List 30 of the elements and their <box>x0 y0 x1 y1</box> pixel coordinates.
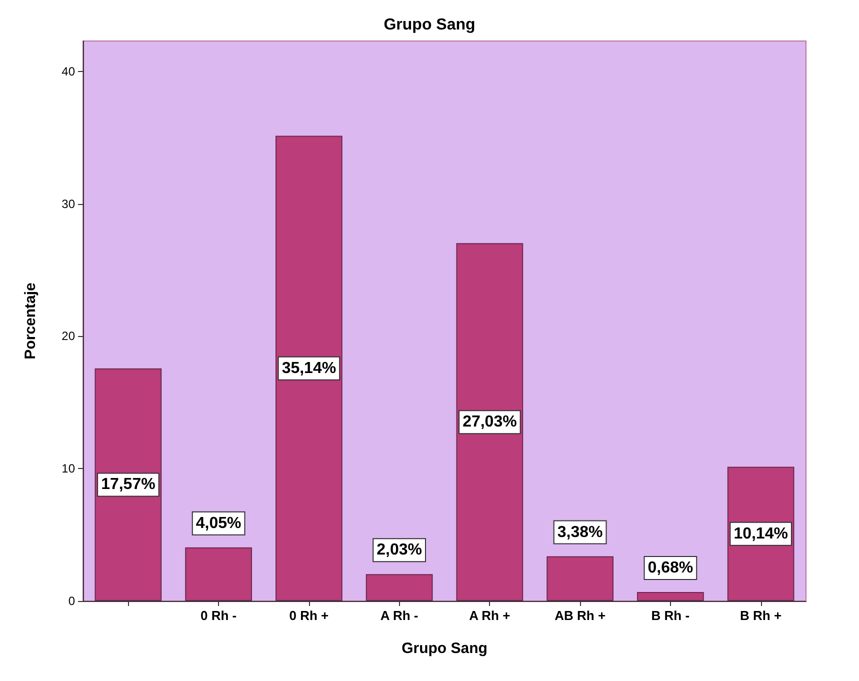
x-tick-label: B Rh + <box>740 608 782 623</box>
y-tick-label: 20 <box>62 329 76 344</box>
x-tick-label: A Rh + <box>469 608 511 623</box>
data-label: 0,68% <box>648 560 694 576</box>
bar <box>276 136 342 601</box>
bar <box>366 574 433 601</box>
data-label: 17,57% <box>101 476 156 494</box>
data-label: 35,14% <box>282 360 336 377</box>
y-tick-label: 40 <box>62 64 76 78</box>
bar <box>94 368 162 601</box>
data-label: 2,03% <box>376 542 422 559</box>
bar <box>185 547 252 601</box>
y-tick-label: 30 <box>62 196 76 211</box>
x-tick-label: AB Rh + <box>554 608 606 623</box>
chart-title: Grupo Sang <box>384 16 476 34</box>
y-tick-label: 10 <box>62 462 76 476</box>
y-axis-title: Porcentaje <box>22 282 39 360</box>
data-label: 27,03% <box>462 414 517 431</box>
data-label: 3,38% <box>557 524 603 541</box>
y-tick-label: 0 <box>68 594 76 608</box>
x-tick-label: A Rh - <box>380 608 418 623</box>
data-label: 4,05% <box>196 514 242 532</box>
x-tick-label: 0 Rh + <box>289 608 330 623</box>
bar <box>546 556 614 601</box>
data-label: 10,14% <box>734 525 788 542</box>
x-axis-title: Grupo Sang <box>402 640 488 657</box>
x-tick-label: 0 Rh - <box>200 608 237 623</box>
x-tick-label: B Rh - <box>651 608 690 623</box>
bar <box>637 592 704 601</box>
bar <box>456 243 524 601</box>
